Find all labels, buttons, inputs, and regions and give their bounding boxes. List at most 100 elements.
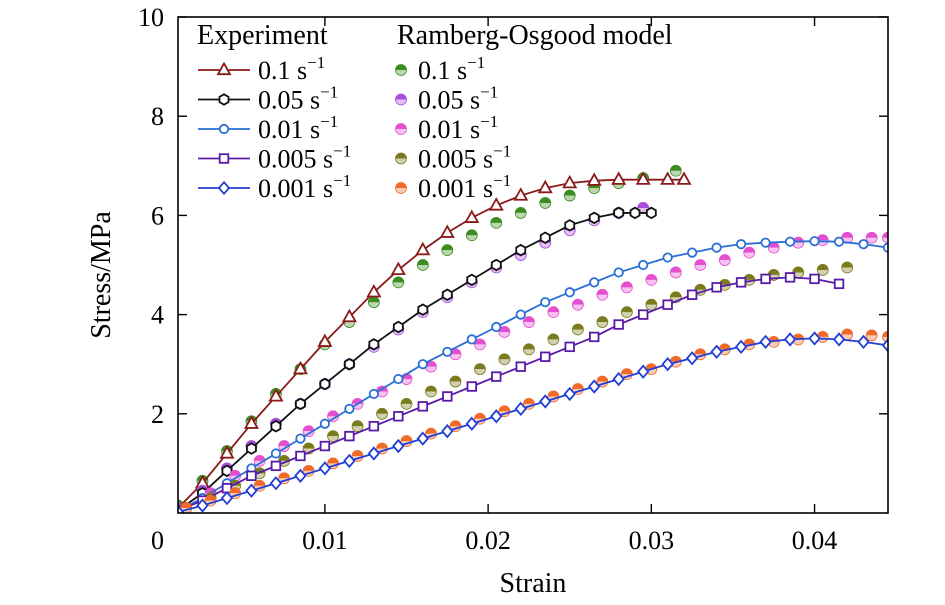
model-point-0-01-s-13 xyxy=(498,326,511,338)
legend-label-model-0-005-s: 0.005 s−1 xyxy=(418,142,511,174)
model-point-0-005-s-16 xyxy=(571,323,584,336)
experiment-point-0-001-s-13 xyxy=(490,409,503,424)
experiment-point-0-1-s-13 xyxy=(488,197,504,211)
model-point-0-1-s-10 xyxy=(416,259,429,271)
experiment-point-0-005-s-15 xyxy=(540,351,551,362)
experiment-point-0-005-s-6 xyxy=(319,440,331,452)
experiment-point-0-005-s-16 xyxy=(564,341,575,353)
experiment-line-0-005-s xyxy=(178,276,840,512)
experiment-point-0-05-s-12 xyxy=(466,273,478,287)
experiment-series-0-1-s xyxy=(178,171,692,513)
model-point-0-01-s-29 xyxy=(882,231,888,244)
experiment-point-0-1-s-20 xyxy=(660,171,676,185)
legend-model-marker xyxy=(395,93,407,106)
model-point-0-01-s-24 xyxy=(767,241,780,254)
model-point-0-01-s-20 xyxy=(669,266,682,279)
legend-label-experiment-0-05-s: 0.05 s−1 xyxy=(258,83,338,115)
y-tick-label: 10 xyxy=(138,3,164,32)
legend-model-marker xyxy=(395,64,407,76)
experiment-point-0-01-s-27 xyxy=(833,236,845,247)
model-point-0-005-s-26 xyxy=(816,264,829,276)
model-point-0-01-s-22 xyxy=(718,254,731,266)
legend-item-experiment-0-001-s: 0.001 s−1 xyxy=(198,171,351,203)
y-tick-label: 6 xyxy=(151,201,164,230)
model-point-0-1-s-12 xyxy=(465,229,478,242)
experiment-point-0-005-s-9 xyxy=(393,411,404,422)
legend-label-experiment-0-001-s: 0.001 s−1 xyxy=(258,171,351,203)
experiment-point-0-005-s-25 xyxy=(784,272,796,283)
model-point-0-001-s-28 xyxy=(865,329,878,342)
experiment-series-0-05-s xyxy=(178,206,657,513)
experiment-point-0-005-s-27 xyxy=(833,278,845,290)
experiment-point-0-1-s-9 xyxy=(390,261,406,276)
experiment-point-0-005-s-22 xyxy=(711,282,722,293)
experiment-point-0-01-s-17 xyxy=(589,277,600,288)
model-point-0-1-s-8 xyxy=(367,296,380,309)
experiment-point-0-05-s-15 xyxy=(539,231,551,244)
model-point-0-005-s-27 xyxy=(841,261,854,274)
model-point-0-005-s-6 xyxy=(327,430,339,443)
experiment-point-0-05-s-16 xyxy=(564,219,576,232)
experiment-point-0-01-s-25 xyxy=(784,236,796,247)
experiment-point-0-05-s-17 xyxy=(588,211,600,225)
experiment-point-0-1-s-7 xyxy=(341,308,357,323)
legend-item-experiment-0-1-s: 0.1 s−1 xyxy=(198,53,325,85)
experiment-point-0-005-s-8 xyxy=(368,420,380,432)
experiment-point-0-001-s-9 xyxy=(392,438,405,454)
legend-marker xyxy=(217,180,231,196)
experiment-point-0-001-s-29 xyxy=(881,338,888,353)
legend-label-model-0-05-s: 0.05 s−1 xyxy=(418,83,498,115)
experiment-point-0-001-s-24 xyxy=(759,334,772,350)
legend-item-experiment-0-01-s: 0.01 s−1 xyxy=(198,112,338,144)
experiment-point-0-01-s-13 xyxy=(491,321,502,333)
axes: 0.01 0.02 0.03 0.04 2 4 6 8 10 0 Strain Stress/MPa xyxy=(86,3,889,599)
experiment-point-0-05-s-7 xyxy=(343,357,355,371)
legend-item-experiment-0-005-s: 0.005 s−1 xyxy=(198,142,351,174)
model-point-0-005-s-9 xyxy=(400,397,413,410)
model-point-0-005-s-12 xyxy=(474,363,486,376)
y-tick-label: 8 xyxy=(151,102,164,131)
legend-marker xyxy=(216,61,232,76)
model-point-0-01-s-21 xyxy=(694,259,707,271)
experiment-point-0-001-s-26 xyxy=(808,331,821,346)
legend-label-experiment-0-1-s: 0.1 s−1 xyxy=(258,53,325,85)
experiment-point-0-01-s-14 xyxy=(515,309,526,320)
experiment-point-0-001-s-14 xyxy=(514,401,527,417)
legend-model-marker xyxy=(395,182,407,194)
experiment-point-0-005-s-19 xyxy=(637,309,649,320)
experiment-point-0-005-s-17 xyxy=(589,331,600,343)
model-point-0-005-s-15 xyxy=(547,333,560,346)
experiment-point-0-05-s-3 xyxy=(246,442,257,455)
experiment-point-0-001-s-12 xyxy=(465,416,478,431)
experiment-point-0-1-s-21 xyxy=(676,171,692,185)
experiment-point-0-05-s-18 xyxy=(613,206,625,220)
experiment-point-0-001-s-22 xyxy=(710,344,723,359)
model-point-0-005-s-17 xyxy=(596,316,609,328)
model-series-0-1-s xyxy=(178,164,682,512)
experiment-point-0-01-s-20 xyxy=(662,252,673,263)
experiment-point-0-05-s-2 xyxy=(221,464,233,478)
legend-model-marker xyxy=(395,152,407,165)
experiment-point-0-001-s-5 xyxy=(294,468,307,483)
model-point-0-01-s-15 xyxy=(547,306,560,319)
model-point-0-001-s-7 xyxy=(351,450,364,462)
x-tick-label: 0.04 xyxy=(792,526,838,555)
legend-header-experiment: Experiment xyxy=(197,20,328,51)
experiment-point-0-005-s-23 xyxy=(735,277,747,288)
experiment-point-0-01-s-6 xyxy=(319,418,330,429)
x-tick-label: 0.01 xyxy=(302,526,348,555)
model-point-0-1-s-13 xyxy=(490,216,503,229)
x-tick-label: 0.03 xyxy=(629,526,675,555)
model-point-0-01-s-12 xyxy=(474,338,486,351)
experiment-point-0-01-s-18 xyxy=(613,267,624,278)
experiment-line-0-1-s xyxy=(178,178,684,509)
legend-marker xyxy=(218,153,230,164)
experiment-point-0-001-s-6 xyxy=(318,461,332,476)
experiment-point-0-001-s-10 xyxy=(416,431,430,446)
model-point-0-1-s-16 xyxy=(563,189,576,202)
model-point-0-01-s-10 xyxy=(425,360,437,373)
experiment-point-0-005-s-18 xyxy=(613,319,624,330)
experiment-point-0-1-s-19 xyxy=(635,171,651,185)
